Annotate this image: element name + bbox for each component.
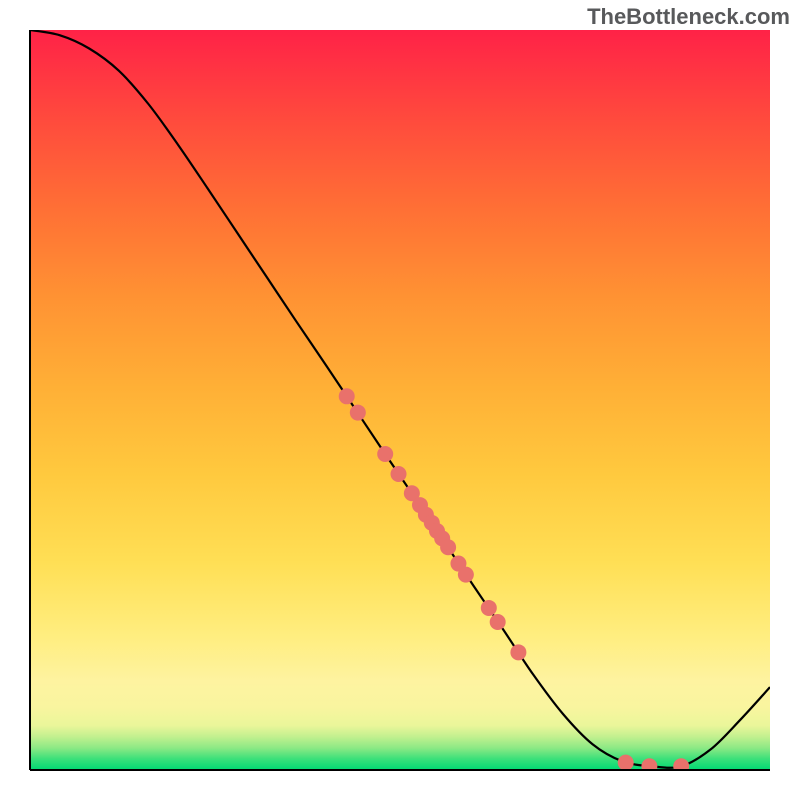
scatter-point bbox=[673, 758, 689, 774]
scatter-point bbox=[350, 405, 366, 421]
scatter-point bbox=[510, 644, 526, 660]
gradient-background bbox=[30, 30, 770, 770]
scatter-point bbox=[641, 758, 657, 774]
scatter-point bbox=[618, 755, 634, 771]
scatter-point bbox=[481, 600, 497, 616]
bottleneck-chart bbox=[0, 0, 800, 800]
scatter-point bbox=[458, 567, 474, 583]
chart-container: TheBottleneck.com bbox=[0, 0, 800, 800]
scatter-point bbox=[490, 614, 506, 630]
scatter-point bbox=[339, 388, 355, 404]
scatter-point bbox=[391, 466, 407, 482]
scatter-point bbox=[377, 446, 393, 462]
watermark-label: TheBottleneck.com bbox=[587, 4, 790, 30]
scatter-point bbox=[440, 539, 456, 555]
